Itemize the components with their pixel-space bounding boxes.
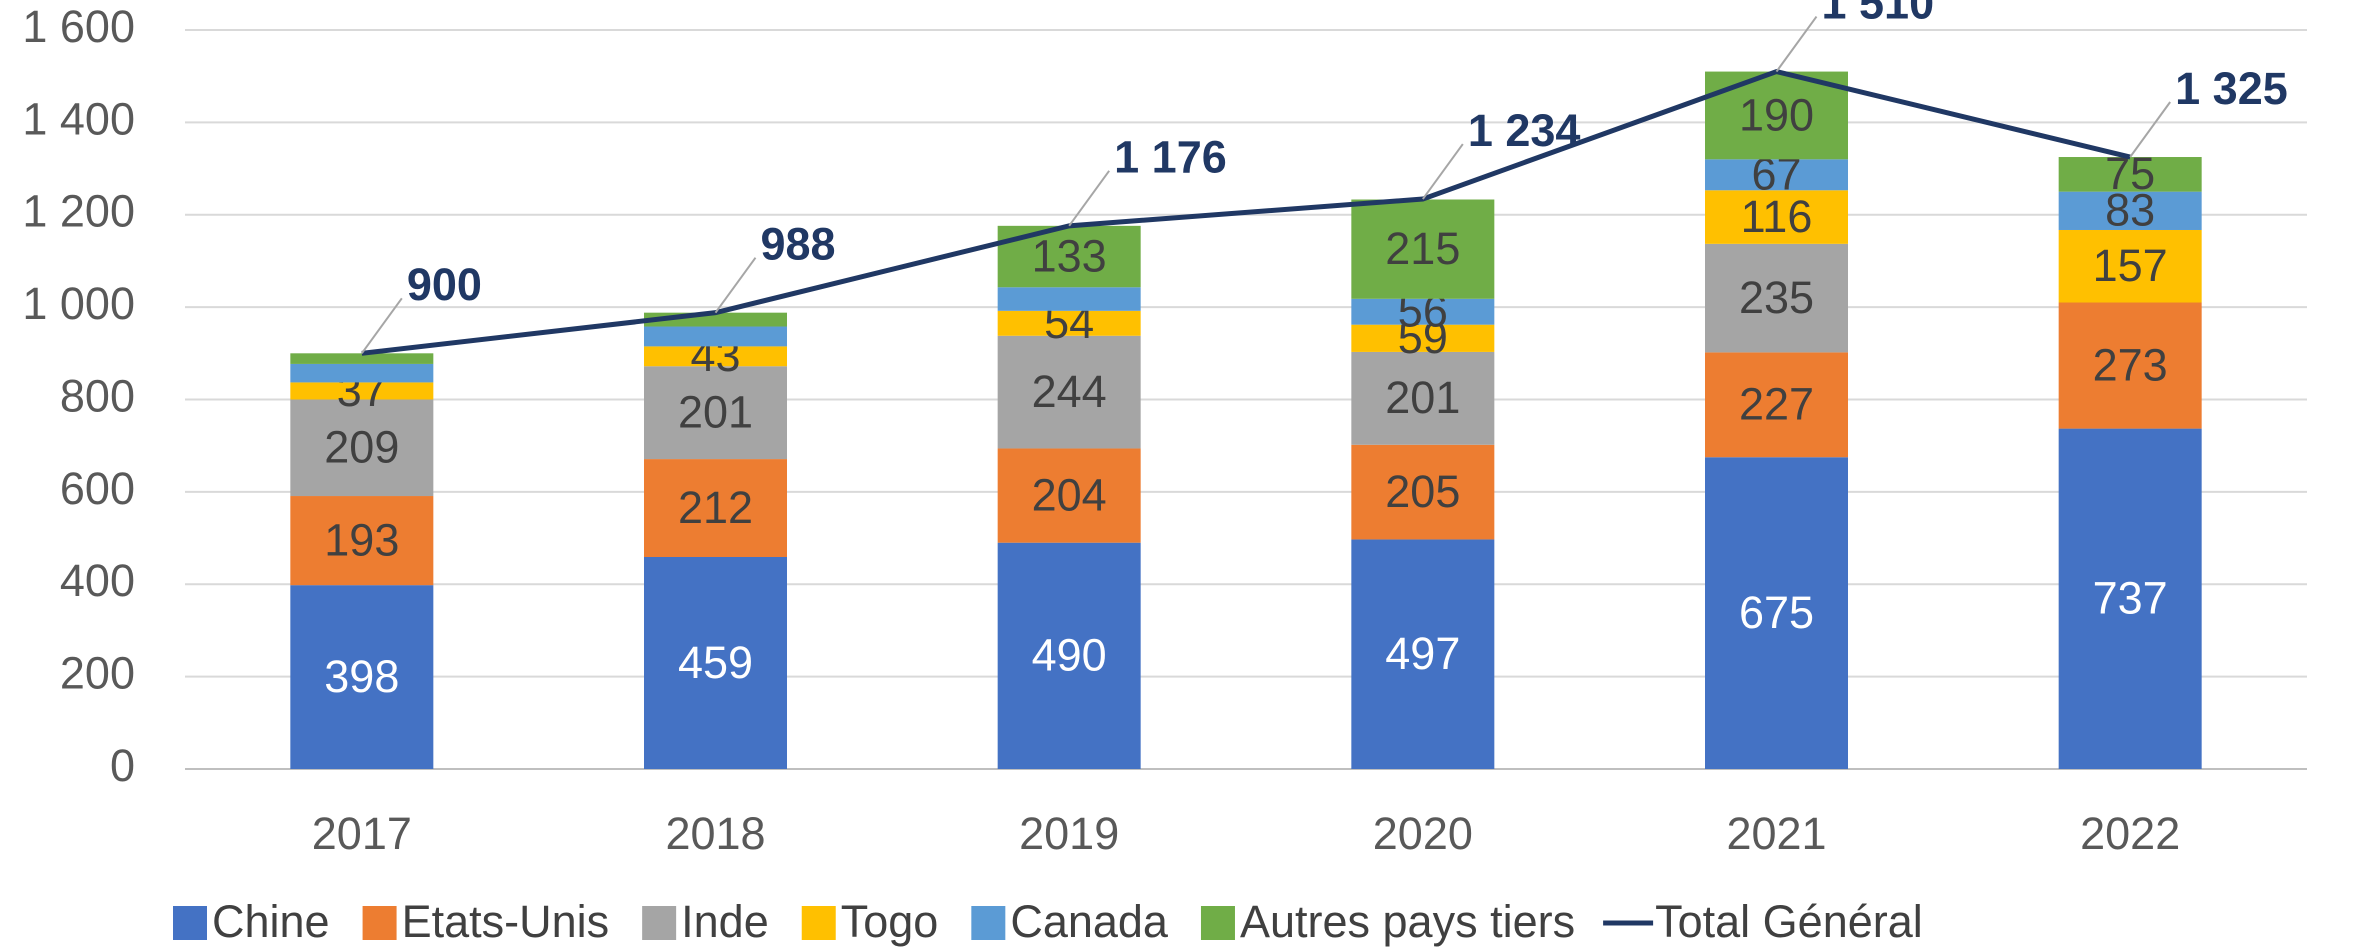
bar-segment [290,399,434,497]
data-label: 490 [1032,630,1107,681]
data-label: 116 [1741,191,1813,242]
legend-label: Togo [841,896,939,947]
bar-segment [997,542,1141,769]
bar-segment [644,556,787,769]
legend-marker [1200,906,1235,940]
legend-marker [642,906,677,940]
bar-segment [1705,159,1848,191]
leader-line [1422,143,1464,200]
data-label: 83 [2105,185,2155,236]
legend-marker [173,906,207,940]
bar-segment [1705,457,1848,769]
bar-segment [290,585,434,769]
data-label: 215 [1385,223,1460,274]
leader-line [2129,101,2171,158]
x-tick-label: 2017 [312,808,412,859]
y-tick-label: 1 000 [22,278,135,329]
x-tick-label: 2019 [1019,808,1119,859]
data-label: 398 [324,651,399,702]
data-label: 497 [1385,628,1460,679]
leader-line [1068,170,1110,227]
bar-segment [1705,190,1848,244]
data-label: 201 [678,387,753,438]
total-line [361,68,2131,356]
bar-segment [290,363,434,383]
data-label: 157 [2093,240,2168,291]
bar-segment [644,326,787,347]
data-label: 737 [2093,573,2168,624]
bar-segment [644,346,787,367]
x-tick-label: 2021 [1726,808,1826,859]
bar-segment [1351,444,1495,540]
data-label: 273 [2093,339,2168,390]
legend-label: Inde [681,896,769,947]
data-label: 212 [678,482,753,533]
legend-label: Chine [212,896,330,947]
bar-segment [290,496,434,586]
legend-marker [362,906,397,940]
data-label: 227 [1739,379,1814,430]
bar-segment [290,382,434,400]
x-tick-label: 2018 [665,808,765,859]
bar-segment [290,353,434,364]
bar-segment [2058,229,2202,303]
y-tick-label: 800 [60,370,135,421]
y-tick-label: 400 [60,555,135,606]
bar-segment [1351,539,1495,769]
total-label: 1 510 [1822,0,1935,28]
bar-segment [997,287,1141,311]
bar-segment [1351,199,1495,299]
legend-label: Total Général [1655,896,1923,947]
legend-marker [971,906,1006,940]
leader-line [361,297,403,354]
y-tick-label: 0 [110,740,135,791]
y-tick-label: 200 [60,648,135,699]
bar-segment [2058,157,2202,192]
data-label: 675 [1739,587,1814,638]
bar-segment [997,310,1141,336]
x-tick-label: 2022 [2080,808,2180,859]
total-label: 900 [407,259,482,310]
y-tick-label: 1 600 [22,1,135,52]
bar-segment [997,448,1141,543]
data-label: 193 [324,514,399,565]
x-tick-label: 2020 [1373,808,1473,859]
legend-marker [801,906,836,940]
total-label: 1 176 [1114,132,1227,183]
leader-line [1775,15,1818,73]
data-label: 235 [1739,272,1814,323]
legend-label: Etats-Unis [402,896,610,947]
y-tick-label: 1 400 [22,93,135,144]
bar-segment [1351,324,1495,352]
bar-segment [997,335,1141,449]
data-label: 209 [324,422,399,473]
data-label: 459 [678,637,753,688]
data-label: 201 [1385,372,1460,423]
data-label: 190 [1739,89,1814,140]
leader-line [714,257,757,314]
bar-segment [1705,352,1848,458]
bar-segment [1351,351,1495,445]
bar-segment [1705,243,1848,353]
data-label: 133 [1032,230,1107,281]
legend-label: Autres pays tiers [1240,896,1575,947]
legend-label: Canada [1010,896,1169,947]
bar-segment [644,459,787,557]
bar-segment [2058,191,2202,230]
data-label: 244 [1032,366,1107,417]
bar-segment [1351,298,1495,325]
total-label: 1 325 [2175,63,2288,114]
bar-segment [2058,302,2202,429]
y-tick-label: 600 [60,463,135,514]
bar-segment [644,366,787,460]
data-label: 205 [1385,466,1460,517]
total-label: 1 234 [1468,105,1581,156]
bar-segment [2058,428,2202,769]
y-tick-label: 1 200 [22,186,135,237]
total-label: 988 [761,219,836,270]
data-label: 204 [1032,469,1107,520]
